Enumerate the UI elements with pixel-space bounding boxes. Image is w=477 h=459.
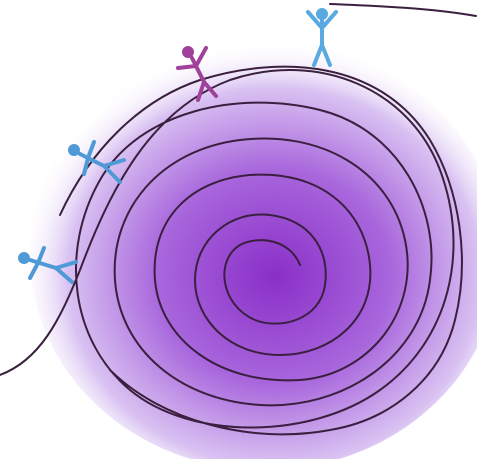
figure-left bbox=[68, 140, 126, 184]
figure-top bbox=[306, 8, 338, 67]
figure-magenta bbox=[176, 46, 218, 102]
top-line bbox=[329, 3, 477, 17]
figure-bottom-left bbox=[18, 246, 78, 284]
spiral-scribble bbox=[0, 65, 463, 436]
